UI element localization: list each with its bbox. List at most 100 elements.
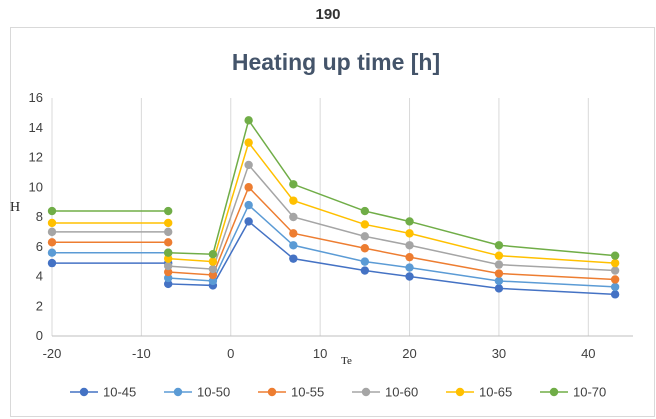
data-point: [610, 266, 620, 275]
data-point: [164, 218, 173, 228]
data-point: [47, 248, 57, 257]
data-point: [164, 273, 173, 283]
data-point: [360, 257, 370, 266]
data-point: [405, 229, 414, 238]
legend-label: 10-55: [291, 385, 324, 400]
chart-title: Heating up time [h]: [232, 49, 440, 75]
legend-label: 10-60: [385, 385, 418, 400]
x-tick-label: 20: [402, 346, 416, 361]
data-point: [208, 249, 218, 259]
series-line: [168, 141, 616, 264]
data-point: [164, 254, 173, 263]
data-point: [47, 258, 57, 268]
legend-label: 10-50: [197, 385, 230, 400]
y-tick-label: 10: [29, 179, 43, 194]
legend: 10-45 10-50 10-55 10-60 10-65 10-70: [70, 385, 606, 400]
y-tick-label: 0: [36, 328, 43, 343]
legend-marker: [361, 387, 371, 397]
data-point: [164, 238, 173, 247]
data-point: [208, 257, 218, 266]
x-tick-label: 40: [581, 346, 595, 361]
x-tick-label: 10: [313, 346, 327, 361]
data-point: [164, 261, 173, 271]
grid-layer: [51, 98, 589, 336]
legend-item: 10-70: [540, 385, 606, 400]
series-line: [168, 185, 616, 281]
y-tick-label: 4: [36, 269, 43, 284]
data-point: [405, 272, 414, 281]
legend-item: 10-60: [352, 385, 418, 400]
series-10-70: [47, 116, 620, 260]
data-point: [494, 241, 504, 250]
data-point: [610, 282, 620, 292]
series-10-55: [47, 183, 620, 284]
data-point: [360, 206, 370, 216]
data-point: [360, 244, 370, 253]
legend-item: 10-55: [258, 385, 324, 400]
legend-marker: [173, 387, 183, 397]
series-line: [168, 118, 616, 257]
data-point: [360, 266, 370, 275]
data-point: [244, 183, 253, 192]
data-point: [244, 116, 253, 125]
y-tick-label: 6: [36, 239, 43, 254]
series-10-65: [47, 138, 620, 268]
data-point: [405, 252, 414, 262]
x-tick-label: 30: [492, 346, 506, 361]
data-point: [494, 276, 504, 286]
data-point: [164, 279, 173, 289]
data-point: [289, 229, 298, 238]
legend-label: 10-45: [103, 385, 136, 400]
y-tick-label: 2: [36, 298, 43, 313]
data-point: [405, 241, 414, 250]
y-tick-label: 8: [36, 209, 43, 224]
x-axis-label: Te: [341, 355, 352, 367]
page-number-label: 190: [315, 6, 341, 23]
y-tick-label: 16: [29, 90, 43, 105]
data-point: [494, 269, 504, 278]
data-point: [208, 264, 218, 274]
series-10-60: [47, 160, 620, 275]
data-point: [610, 251, 620, 260]
data-point: [405, 263, 414, 272]
data-point: [164, 248, 173, 257]
data-point: [360, 232, 370, 241]
legend-item: 10-50: [164, 385, 230, 400]
series-line: [168, 163, 616, 272]
x-tick-label: -10: [132, 346, 151, 361]
axis-layer: -20 -10 0 10 20 30 40 0 2 4 6 8 10 12 14 16: [29, 90, 633, 361]
data-point: [610, 275, 620, 284]
data-point: [494, 284, 504, 293]
data-point: [244, 138, 253, 147]
data-point: [164, 267, 173, 277]
chart-frame: [10, 27, 655, 417]
series-line: [168, 220, 616, 296]
data-point: [47, 206, 57, 216]
series-line: [168, 203, 616, 288]
data-point: [164, 227, 173, 237]
data-point: [289, 254, 298, 263]
legend-marker: [455, 387, 465, 397]
x-tick-label: 0: [227, 346, 234, 361]
legend-label: 10-70: [573, 385, 606, 400]
data-point: [610, 258, 620, 268]
legend-marker: [79, 387, 89, 397]
data-point: [289, 212, 298, 222]
legend-marker: [267, 387, 277, 397]
series-10-50: [47, 200, 620, 292]
y-axis-label: H: [10, 200, 20, 215]
data-point: [244, 160, 253, 170]
y-tick-label: 14: [29, 120, 43, 135]
data-point: [289, 196, 298, 205]
data-point: [289, 180, 298, 189]
data-point: [244, 200, 253, 210]
series-layer: [47, 116, 620, 299]
data-point: [164, 206, 173, 216]
legend-label: 10-65: [479, 385, 512, 400]
data-point: [360, 220, 370, 229]
data-point: [208, 276, 218, 286]
data-point: [47, 218, 57, 228]
data-point: [47, 227, 57, 237]
data-point: [494, 260, 504, 269]
